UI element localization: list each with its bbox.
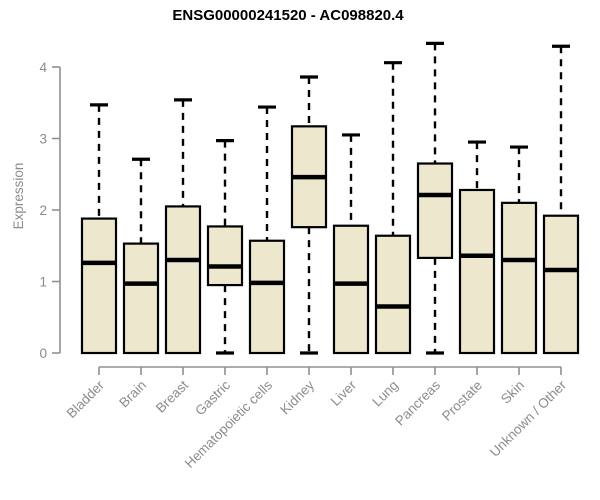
x-tick-label: Breast	[153, 377, 191, 415]
x-tick-label: Pancreas	[392, 377, 443, 428]
y-tick-label: 2	[39, 203, 47, 218]
y-axis-title: Expression	[11, 163, 26, 230]
y-tick-label: 0	[39, 346, 47, 361]
box-skin	[500, 201, 538, 355]
chart-title: ENSG00000241520 - AC098820.4	[172, 7, 404, 24]
y-tick-label: 3	[39, 131, 47, 146]
box-brain	[122, 242, 160, 355]
box-lung	[374, 234, 412, 355]
x-tick-label: Kidney	[277, 377, 317, 417]
box-breast	[164, 205, 202, 355]
box-pancreas	[416, 162, 454, 260]
y-tick-label: 1	[39, 274, 47, 289]
box-unknown-other	[542, 214, 580, 355]
x-tick-label: Brain	[116, 378, 149, 411]
x-tick-label: Liver	[328, 377, 360, 409]
box-prostate	[458, 188, 496, 355]
x-tick-label: Unknown / Other	[487, 377, 570, 460]
x-tick-label: Gastric	[192, 377, 233, 418]
x-tick-label: Skin	[498, 378, 527, 407]
box-liver	[332, 224, 370, 355]
y-tick-label: 4	[39, 60, 47, 75]
box-hematopoietic-cells	[248, 239, 286, 355]
x-tick-label: Lung	[369, 378, 401, 410]
box-bladder	[80, 217, 118, 355]
x-tick-label: Prostate	[439, 378, 485, 424]
x-tick-label: Bladder	[64, 377, 108, 421]
box-gastric	[206, 225, 244, 287]
